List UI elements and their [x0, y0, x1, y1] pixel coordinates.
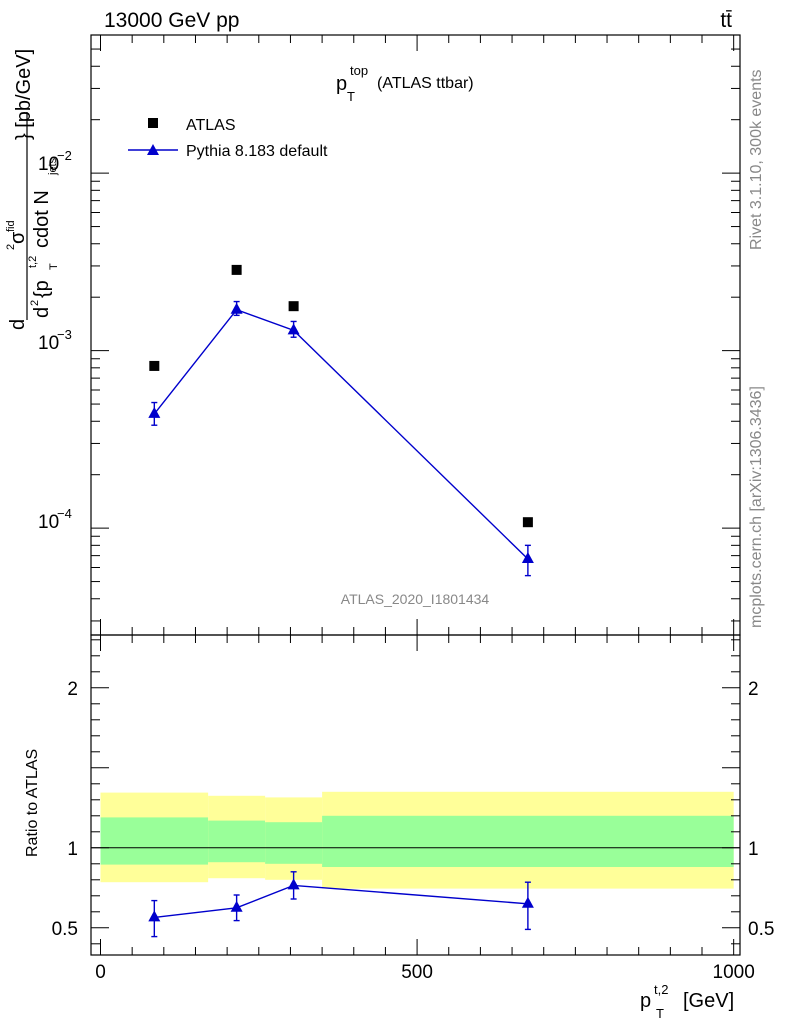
ytick-label-1e-3: 10 −3	[38, 327, 72, 354]
title-suffix: (ATLAS ttbar)	[377, 75, 474, 92]
pythia-point	[287, 323, 300, 335]
ratio-xtick-labels: 0 500 1000	[95, 962, 755, 983]
ratio-band-green	[265, 822, 323, 864]
ytick-base: 10	[38, 154, 59, 175]
ratio-ylabel: Ratio to ATLAS	[24, 749, 41, 857]
ratio-pythia-point	[230, 900, 243, 912]
main-plot-area	[148, 264, 534, 577]
atlas-point	[288, 301, 299, 312]
ratio-uncertainty-bands	[100, 791, 734, 889]
energy-label: 13000 GeV pp	[104, 9, 239, 32]
ylabel-den-sub: T	[48, 263, 60, 270]
xlabel-main: p	[640, 990, 651, 1012]
xlabel: p t,2 T [GeV]	[640, 982, 734, 1021]
atlas-point	[149, 360, 160, 371]
xtick-label: 500	[401, 962, 433, 983]
ratio-band-green	[100, 817, 209, 865]
ratio-frame	[90, 634, 741, 956]
ytick-exponent: −3	[57, 327, 72, 342]
ratio-pythia-line	[154, 884, 528, 919]
legend-pythia-marker	[147, 144, 159, 155]
title-superscript: top	[350, 63, 368, 78]
ratio-band-green	[322, 815, 734, 867]
ytick-label-1e-2: 10 −2	[38, 148, 72, 175]
ytick-base: 10	[38, 333, 59, 354]
ratio-panel: 0.5 1 2 0.5 1 2 0 500 1000 Ratio to ATLA…	[24, 634, 775, 1021]
ylabel-unit: } [pb/GeV]	[13, 49, 35, 140]
title-main: p	[336, 73, 347, 95]
pythia-point	[148, 406, 161, 418]
atlas-point	[522, 517, 533, 528]
mcplots-label: mcplots.cern.ch [arXiv:1306.3436]	[748, 386, 765, 628]
ytick-exponent: −4	[57, 506, 72, 521]
ratio-ytick-labels: 0.5 1 2 0.5 1 2	[52, 679, 775, 940]
process-label: tt̄	[720, 9, 732, 32]
analysis-id-label: ATLAS_2020_I1801434	[341, 591, 490, 607]
main-ylabel: d 2 σ fid d 2 {p t,2 T cdot N jets } [pb…	[5, 49, 60, 330]
xlabel-superscript: t,2	[654, 982, 668, 997]
ratio-plot-area	[148, 871, 534, 938]
ratio-ytick-label-right: 1	[748, 839, 759, 860]
xlabel-subscript: T	[656, 1006, 664, 1021]
ylabel-num-d: d	[7, 319, 29, 330]
ratio-ytick-label-left: 0.5	[52, 919, 78, 940]
pythia-point	[230, 302, 243, 314]
atlas-point	[231, 264, 242, 275]
ratio-pythia-point	[287, 878, 300, 890]
ratio-pythia-point	[521, 896, 534, 908]
ratio-axis-ticks	[91, 635, 740, 955]
legend-atlas-marker	[148, 118, 158, 128]
ratio-ytick-label-left: 2	[67, 679, 78, 700]
ytick-exponent: −2	[57, 148, 72, 163]
ratio-ytick-label-right: 2	[748, 679, 759, 700]
ylabel-den-tail-sub: jets	[47, 157, 59, 176]
ytick-base: 10	[38, 512, 59, 533]
ytick-label-1e-4: 10 −4	[38, 506, 72, 533]
ratio-band-green	[208, 820, 266, 863]
ratio-ytick-label-left: 1	[67, 839, 78, 860]
plot-title: p top T (ATLAS ttbar)	[336, 63, 474, 104]
legend-atlas-label: ATLAS	[186, 117, 236, 134]
ratio-pythia-point	[148, 910, 161, 922]
pythia-line	[153, 308, 529, 560]
ylabel-num-sigma: σ	[7, 231, 29, 244]
main-panel: p top T (ATLAS ttbar) ATLAS Pythia 8.183…	[5, 34, 741, 636]
xtick-label: 0	[95, 962, 106, 983]
ratio-ytick-label-right: 0.5	[748, 919, 774, 940]
rivet-version-label: Rivet 3.1.10, 300k events	[748, 69, 765, 250]
ylabel-den-2: 2	[29, 300, 41, 306]
xtick-label: 1000	[713, 962, 755, 983]
main-ytick-labels: 10 −4 10 −3 10 −2	[38, 148, 72, 533]
ylabel-num-2: 2	[5, 244, 17, 250]
xlabel-unit: [GeV]	[683, 990, 734, 1012]
ylabel-num-sup: fid	[5, 220, 17, 232]
ylabel-den-d: d	[31, 307, 53, 318]
legend-pythia-label: Pythia 8.183 default	[186, 143, 328, 160]
ylabel-den-tail: cdot N	[31, 190, 53, 248]
ylabel-den-sup: t,2	[27, 256, 39, 268]
pythia-point	[521, 552, 534, 564]
ylabel-den-text: {p	[31, 280, 53, 298]
title-subscript: T	[347, 89, 355, 104]
legend: ATLAS Pythia 8.183 default	[128, 117, 328, 160]
